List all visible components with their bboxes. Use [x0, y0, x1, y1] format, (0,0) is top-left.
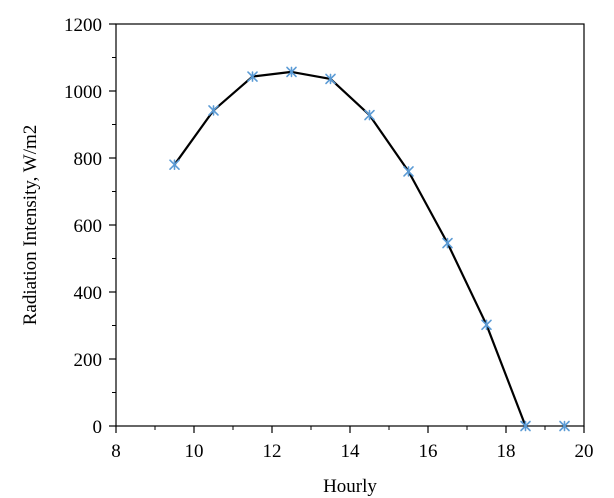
x-tick-label: 20 — [575, 441, 594, 462]
x-tick-label: 18 — [497, 441, 516, 462]
data-point — [286, 66, 297, 78]
y-axis-ticks: 0 200 400 600 800 1000 1200 — [64, 15, 116, 438]
data-point — [169, 159, 180, 170]
y-axis-title: Radiation Intensity, W/m2 — [20, 125, 41, 326]
series-lines — [173, 70, 527, 427]
x-tick-label: 16 — [419, 441, 438, 462]
y-tick-label: 600 — [74, 216, 103, 237]
x-tick-label: 14 — [341, 441, 361, 462]
x-tick-label: 10 — [185, 441, 204, 462]
x-tick-label: 12 — [263, 441, 282, 462]
x-tick-label: 8 — [111, 441, 121, 462]
y-tick-label: 0 — [93, 417, 103, 438]
data-point — [481, 319, 492, 331]
data-point — [364, 109, 375, 121]
data-point — [208, 105, 219, 116]
series-line — [173, 70, 527, 427]
y-tick-label: 1200 — [64, 15, 102, 36]
data-point — [403, 166, 414, 177]
data-point — [325, 73, 336, 85]
data-point — [247, 71, 258, 82]
x-axis-ticks: 8 10 12 14 16 18 20 — [111, 426, 594, 462]
y-tick-label: 400 — [74, 283, 103, 304]
data-point — [559, 420, 570, 432]
y-tick-label: 800 — [74, 149, 103, 170]
data-point — [520, 420, 531, 432]
x-axis-title: Hourly — [323, 476, 377, 497]
y-tick-label: 1000 — [64, 82, 102, 103]
data-point — [442, 237, 453, 249]
series-markers — [169, 66, 570, 432]
y-tick-label: 200 — [74, 350, 103, 371]
plot-frame — [115, 23, 585, 427]
